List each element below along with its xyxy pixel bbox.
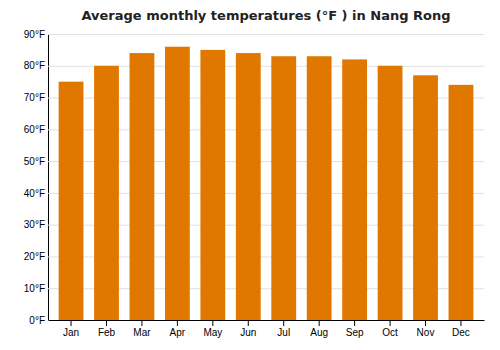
y-tick: 90°F bbox=[24, 29, 484, 40]
x-tick-label: Jan bbox=[63, 327, 79, 338]
bar bbox=[236, 53, 261, 320]
bar bbox=[342, 59, 367, 320]
x-tick-label: Dec bbox=[452, 327, 470, 338]
x-tick-label: Nov bbox=[417, 327, 435, 338]
x-tick-label: Jun bbox=[240, 327, 256, 338]
bar bbox=[130, 53, 155, 320]
x-tick-label: Jul bbox=[277, 327, 290, 338]
tick-mark bbox=[71, 320, 72, 326]
bar bbox=[449, 85, 474, 320]
x-tick-label: Apr bbox=[170, 327, 186, 338]
x-tick-label: Oct bbox=[382, 327, 398, 338]
x-tick: Jun bbox=[240, 320, 256, 338]
x-tick: Aug bbox=[310, 320, 328, 338]
chart: 0°F 10°F 20°F 30°F 40°F 50°F 60°F 70°F 80°F 90°F J… bbox=[0, 0, 500, 350]
x-axis-line bbox=[49, 320, 485, 321]
x-tick: Jul bbox=[277, 320, 290, 338]
y-tick-label: 90°F bbox=[24, 29, 45, 40]
bar bbox=[271, 56, 296, 320]
title: Average monthly temperatures (°F ) in Na… bbox=[81, 8, 450, 23]
y-tick-label: 50°F bbox=[24, 156, 45, 167]
tick-mark bbox=[283, 320, 284, 326]
bar bbox=[200, 50, 225, 320]
tick-mark bbox=[319, 320, 320, 326]
y-axis: 0°F 10°F 20°F 30°F 40°F 50°F 60°F 70°F 80°F 90°F bbox=[24, 29, 484, 326]
x-tick: Feb bbox=[98, 320, 116, 338]
x-tick: Nov bbox=[417, 320, 435, 338]
tick-mark bbox=[248, 320, 249, 326]
tick-mark bbox=[212, 320, 213, 326]
bar bbox=[94, 66, 119, 320]
plot: 0°F 10°F 20°F 30°F 40°F 50°F 60°F 70°F 80°F 90°F J… bbox=[24, 29, 485, 338]
y-tick-label: 70°F bbox=[24, 92, 45, 103]
y-tick-label: 20°F bbox=[24, 251, 45, 262]
x-axis: Jan Feb Mar Apr May Jun Jul Aug Sep Oct Nov Dec bbox=[49, 320, 485, 338]
x-tick-label: Mar bbox=[133, 327, 151, 338]
x-tick-label: May bbox=[203, 327, 222, 338]
tick-mark bbox=[354, 320, 355, 326]
y-tick-label: 10°F bbox=[24, 283, 45, 294]
bar bbox=[307, 56, 332, 320]
bar bbox=[59, 82, 84, 320]
y-tick-label: 80°F bbox=[24, 60, 45, 71]
x-tick: Jan bbox=[63, 320, 79, 338]
y-tick-label: 0°F bbox=[29, 315, 45, 326]
tick-mark bbox=[141, 320, 142, 326]
y-axis-line bbox=[49, 35, 485, 321]
x-tick: Mar bbox=[133, 320, 151, 338]
tick-mark bbox=[425, 320, 426, 326]
bars bbox=[59, 47, 474, 320]
grid-line bbox=[48, 34, 484, 35]
x-tick-label: Aug bbox=[310, 327, 328, 338]
x-tick: Dec bbox=[452, 320, 470, 338]
tick-mark bbox=[390, 320, 391, 326]
y-tick-label: 40°F bbox=[24, 188, 45, 199]
x-tick-label: Sep bbox=[346, 327, 364, 338]
tick-mark bbox=[106, 320, 107, 326]
y-tick-label: 30°F bbox=[24, 219, 45, 230]
x-tick-label: Feb bbox=[98, 327, 116, 338]
x-tick: May bbox=[203, 320, 222, 338]
bar bbox=[165, 47, 190, 320]
bar bbox=[413, 75, 438, 320]
bar bbox=[378, 66, 403, 320]
y-tick-label: 60°F bbox=[24, 124, 45, 135]
x-tick: Sep bbox=[346, 320, 364, 338]
tick-mark bbox=[177, 320, 178, 326]
tick-mark bbox=[460, 320, 461, 326]
x-tick: Apr bbox=[170, 320, 186, 338]
x-tick: Oct bbox=[382, 320, 398, 338]
grid-line bbox=[48, 320, 484, 321]
